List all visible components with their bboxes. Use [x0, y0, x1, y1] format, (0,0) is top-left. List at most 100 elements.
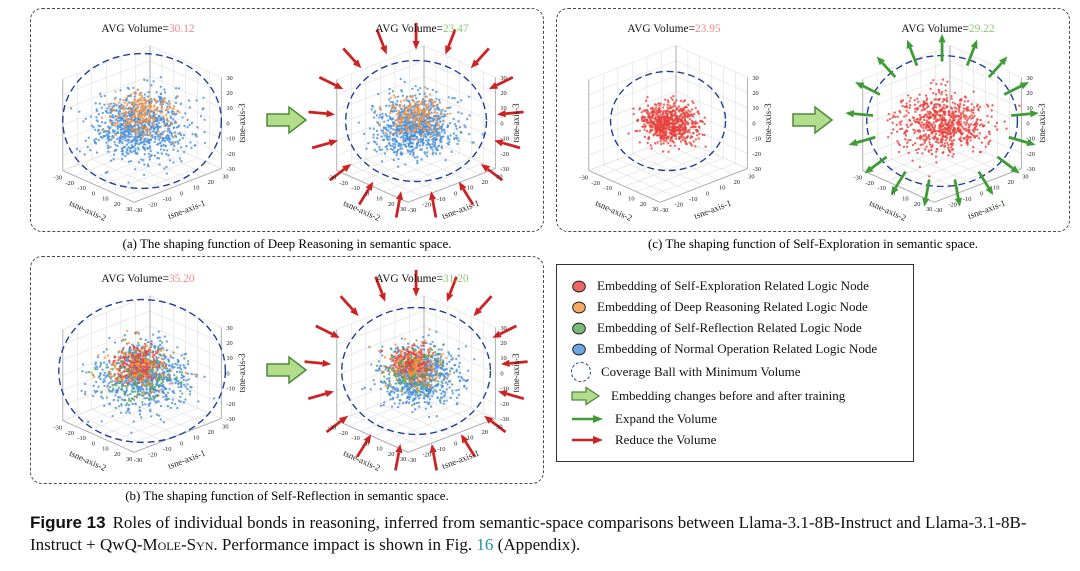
svg-text:-10: -10 [1026, 136, 1035, 143]
svg-text:tsne-axis-3: tsne-axis-3 [763, 103, 773, 143]
panel-b: -30 -30 -30 -20 -20 -20 -10 -10 -10 0 0 0 10 10 10 20 20… [30, 256, 544, 504]
svg-text:-20: -20 [339, 180, 348, 187]
avg-volume-title: AVG Volume=23.95 [627, 23, 720, 35]
svg-text:-10: -10 [77, 185, 86, 192]
svg-text:-20: -20 [752, 151, 761, 158]
legend-item-deep-reasoning-node: Embedding of Deep Reasoning Related Logi… [571, 299, 899, 315]
tsne-plot-self-reflection-after: -30-30-30-20-20-20-10-10-100 001010102020… [304, 269, 528, 473]
tsne-plot-deep-reasoning-after: -30-30-30-20-20-20-10-10-100 001010102020… [308, 23, 524, 223]
svg-text:0: 0 [752, 120, 755, 127]
dashed-circle-icon [571, 361, 591, 382]
coverage-ball [344, 59, 488, 183]
svg-text:-10: -10 [500, 136, 509, 143]
legend-item-embedding-changes: Embedding changes before and after train… [571, 386, 899, 407]
figure-16-link[interactable]: 16 [476, 535, 494, 555]
svg-text:-20: -20 [948, 202, 957, 209]
svg-text:30: 30 [222, 173, 228, 180]
tsne-plot-self-exploration-after: -30-30-30-20-20-20-10-10-100 001010102020… [845, 23, 1047, 223]
svg-text:0: 0 [1026, 120, 1029, 127]
svg-text:-30: -30 [328, 174, 337, 181]
svg-text:-30: -30 [934, 207, 943, 214]
red-arrow-icon [572, 435, 603, 444]
legend-label: Embedding of Deep Reasoning Related Logi… [597, 299, 868, 314]
svg-text:30: 30 [926, 206, 932, 213]
svg-text:30: 30 [226, 75, 232, 82]
block-arrow-shape [266, 105, 308, 135]
transition-arrow-icon [792, 105, 834, 135]
svg-text:-30: -30 [500, 166, 509, 173]
avg-volume-title: AVG Volume=29.22 [901, 23, 994, 35]
legend-box: Embedding of Self-Exploration Related Lo… [556, 264, 914, 462]
block-arrow-shape [266, 355, 308, 385]
block-arrow-icon [571, 386, 601, 407]
svg-text:-10: -10 [963, 196, 972, 203]
svg-text:-20: -20 [226, 151, 235, 158]
legend-item-self-reflection-node: Embedding of Self-Reflection Related Log… [571, 320, 899, 336]
svg-text:20: 20 [1026, 90, 1032, 97]
legend-item-coverage-ball: Coverage Ball with Minimum Volume [571, 361, 899, 382]
svg-text:0: 0 [92, 190, 95, 197]
svg-text:-20: -20 [1026, 151, 1035, 158]
svg-text:20: 20 [914, 201, 920, 208]
svg-text:-20: -20 [422, 202, 431, 209]
svg-text:-30: -30 [54, 174, 63, 181]
scatter-points [886, 78, 1021, 178]
figure-caption-smallcaps: Mole-Syn [142, 535, 214, 555]
svg-text:0: 0 [454, 190, 457, 197]
svg-text:-10: -10 [437, 196, 446, 203]
svg-text:30: 30 [126, 206, 132, 213]
svg-text:-30: -30 [580, 174, 589, 181]
svg-text:tsne-axis-3: tsne-axis-3 [1037, 103, 1047, 143]
svg-text:10: 10 [752, 105, 758, 112]
svg-text:10: 10 [500, 105, 506, 112]
legend-item-self-exploration-node: Embedding of Self-Exploration Related Lo… [571, 278, 899, 294]
tsne-plot-self-exploration-before: -30-30-30-20-20-20-10-10-100 001010102020… [580, 23, 774, 223]
legend-label: Embedding of Self-Reflection Related Log… [597, 320, 862, 335]
svg-text:-30: -30 [408, 207, 417, 214]
svg-text:-20: -20 [500, 151, 509, 158]
svg-text:20: 20 [500, 90, 506, 97]
reduce-volume-arrows [304, 269, 528, 471]
legend-item-reduce-volume: Reduce the Volume [571, 432, 899, 448]
svg-text:10: 10 [102, 196, 108, 203]
svg-text:20: 20 [226, 90, 232, 97]
svg-text:20: 20 [752, 90, 758, 97]
svg-text:0: 0 [980, 190, 983, 197]
svg-text:tsne-axis-3: tsne-axis-3 [237, 103, 247, 143]
svg-text:20: 20 [388, 201, 394, 208]
svg-text:30: 30 [496, 173, 502, 180]
svg-text:30: 30 [1022, 173, 1028, 180]
svg-text:10: 10 [467, 185, 473, 192]
svg-text:0: 0 [226, 120, 229, 127]
scatter-points [69, 76, 207, 184]
tsne-plot-self-reflection-before: -30-30-30-20-20-20-10-10-100 001010102020… [54, 273, 248, 473]
svg-text:-30: -30 [854, 174, 863, 181]
svg-text:-20: -20 [65, 180, 74, 187]
figure-caption-text: . Performance impact is shown in Fig. [213, 535, 477, 555]
svg-text:tsne-axis-1: tsne-axis-1 [693, 198, 733, 221]
svg-text:-10: -10 [163, 196, 172, 203]
svg-text:tsne-axis-1: tsne-axis-1 [441, 198, 481, 221]
figure-caption-label: Figure 13 [30, 513, 106, 532]
legend-label: Embedding changes before and after train… [611, 388, 846, 404]
svg-text:10: 10 [376, 196, 382, 203]
svg-text:-30: -30 [226, 166, 235, 173]
figure-caption: Figure 13 Roles of individual bonds in re… [30, 512, 1054, 557]
panel-b-box: -30 -30 -30 -20 -20 -20 -10 -10 -10 0 0 0 10 10 10 20 20… [30, 256, 544, 484]
svg-text:20: 20 [640, 201, 646, 208]
transition-arrow-icon [266, 355, 308, 385]
svg-text:30: 30 [500, 75, 506, 82]
svg-text:10: 10 [226, 105, 232, 112]
svg-text:10: 10 [993, 185, 999, 192]
legend-label: Expand the Volume [615, 410, 718, 426]
svg-text:30: 30 [752, 75, 758, 82]
svg-text:20: 20 [1008, 179, 1014, 186]
svg-text:-20: -20 [865, 180, 874, 187]
svg-text:0: 0 [500, 120, 503, 127]
avg-volume-title: AVG Volume=35.20 [101, 273, 194, 285]
svg-text:-10: -10 [752, 136, 761, 143]
svg-text:0: 0 [618, 190, 621, 197]
svg-text:10: 10 [628, 196, 634, 203]
transition-arrow-icon [266, 105, 308, 135]
orange-node-icon [572, 301, 586, 313]
